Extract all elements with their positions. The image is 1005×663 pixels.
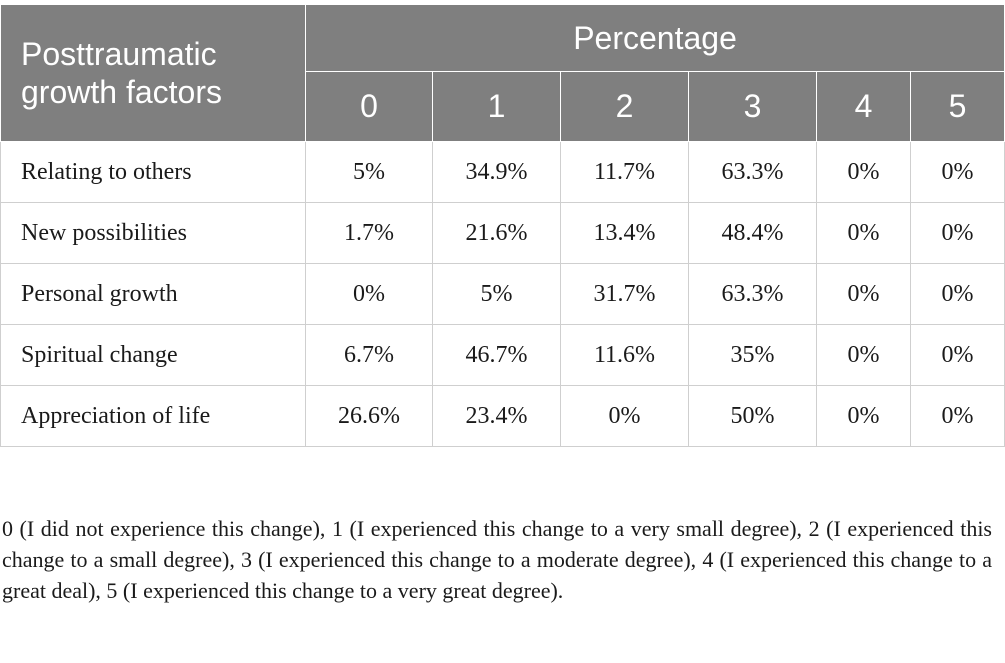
table-cell: 63.3% [688, 141, 817, 203]
table-cell: 0% [909, 141, 1005, 203]
score-column-header: 4 [816, 71, 911, 142]
score-column-header: 0 [305, 71, 433, 142]
table-cell: 0% [305, 263, 433, 325]
table-cell: 11.7% [560, 141, 689, 203]
table-row: Spiritual change 6.7% 46.7% 11.6% 35% 0%… [0, 324, 1005, 386]
table-cell: 6.7% [305, 324, 433, 386]
factor-column-header: Posttraumatic growth factors [0, 4, 306, 142]
table-cell: 13.4% [560, 202, 689, 264]
score-column-header: 1 [432, 71, 561, 142]
table-cell: 48.4% [688, 202, 817, 264]
row-label: New possibilities [0, 202, 306, 264]
table-cell: 0% [816, 263, 911, 325]
row-label: Appreciation of life [0, 385, 306, 447]
table-cell: 0% [909, 202, 1005, 264]
table-cell: 0% [909, 263, 1005, 325]
score-column-header: 2 [560, 71, 689, 142]
table-cell: 5% [305, 141, 433, 203]
row-label: Relating to others [0, 141, 306, 203]
table-cell: 35% [688, 324, 817, 386]
table-cell: 0% [816, 324, 911, 386]
table-cell: 0% [816, 385, 911, 447]
percentage-group-header: Percentage [304, 4, 1005, 72]
table-cell: 11.6% [560, 324, 689, 386]
ptg-percentage-table: Posttraumatic growth factors Percentage … [0, 4, 1005, 447]
table-row: Relating to others 5% 34.9% 11.7% 63.3% … [0, 141, 1005, 203]
table-cell: 0% [816, 202, 911, 264]
table-cell: 31.7% [560, 263, 689, 325]
table-cell: 0% [909, 324, 1005, 386]
table-cell: 0% [909, 385, 1005, 447]
table-cell: 50% [688, 385, 817, 447]
table-cell: 0% [816, 141, 911, 203]
table-footnote: 0 (I did not experience this change), 1 … [2, 516, 992, 603]
table-cell: 46.7% [432, 324, 561, 386]
row-label: Personal growth [0, 263, 306, 325]
table-cell: 34.9% [432, 141, 561, 203]
table-row: Appreciation of life 26.6% 23.4% 0% 50% … [0, 385, 1005, 447]
table-cell: 0% [560, 385, 689, 447]
table-cell: 21.6% [432, 202, 561, 264]
score-column-header: 5 [909, 71, 1005, 142]
table-cell: 5% [432, 263, 561, 325]
score-column-header: 3 [688, 71, 817, 142]
row-label: Spiritual change [0, 324, 306, 386]
table-cell: 23.4% [432, 385, 561, 447]
table-cell: 63.3% [688, 263, 817, 325]
table-row: New possibilities 1.7% 21.6% 13.4% 48.4%… [0, 202, 1005, 264]
table-cell: 26.6% [305, 385, 433, 447]
table-row: Personal growth 0% 5% 31.7% 63.3% 0% 0% [0, 263, 1005, 325]
table-cell: 1.7% [305, 202, 433, 264]
